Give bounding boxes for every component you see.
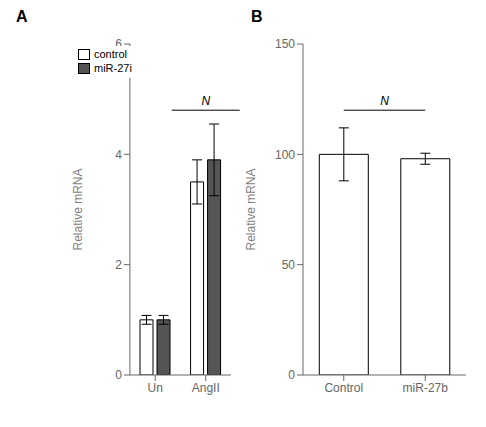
svg-text:Relative mRNA: Relative mRNA [71, 168, 85, 250]
svg-text:0: 0 [115, 368, 122, 382]
html-text:B: B [251, 8, 263, 25]
svg-text:AngII: AngII [192, 381, 220, 395]
svg-text:150: 150 [275, 37, 295, 51]
svg-text:N: N [201, 94, 210, 108]
svg-text:miR-27b: miR-27b [403, 381, 449, 395]
html-text:control: control [94, 48, 127, 60]
svg-text:6: 6 [115, 37, 122, 51]
svg-text:4: 4 [115, 148, 122, 162]
svg-text:Relative mRNA: Relative mRNA [244, 168, 258, 250]
svg-text:N: N [380, 94, 389, 108]
svg-text:Un: Un [148, 381, 163, 395]
svg-text:2: 2 [115, 258, 122, 272]
svg-text:100: 100 [275, 148, 295, 162]
html-text:miR-27i: miR-27i [94, 62, 132, 74]
svg-text:50: 50 [282, 258, 296, 272]
svg-text:Control: Control [324, 381, 363, 395]
html-text:A: A [16, 8, 28, 25]
svg-text:0: 0 [288, 368, 295, 382]
